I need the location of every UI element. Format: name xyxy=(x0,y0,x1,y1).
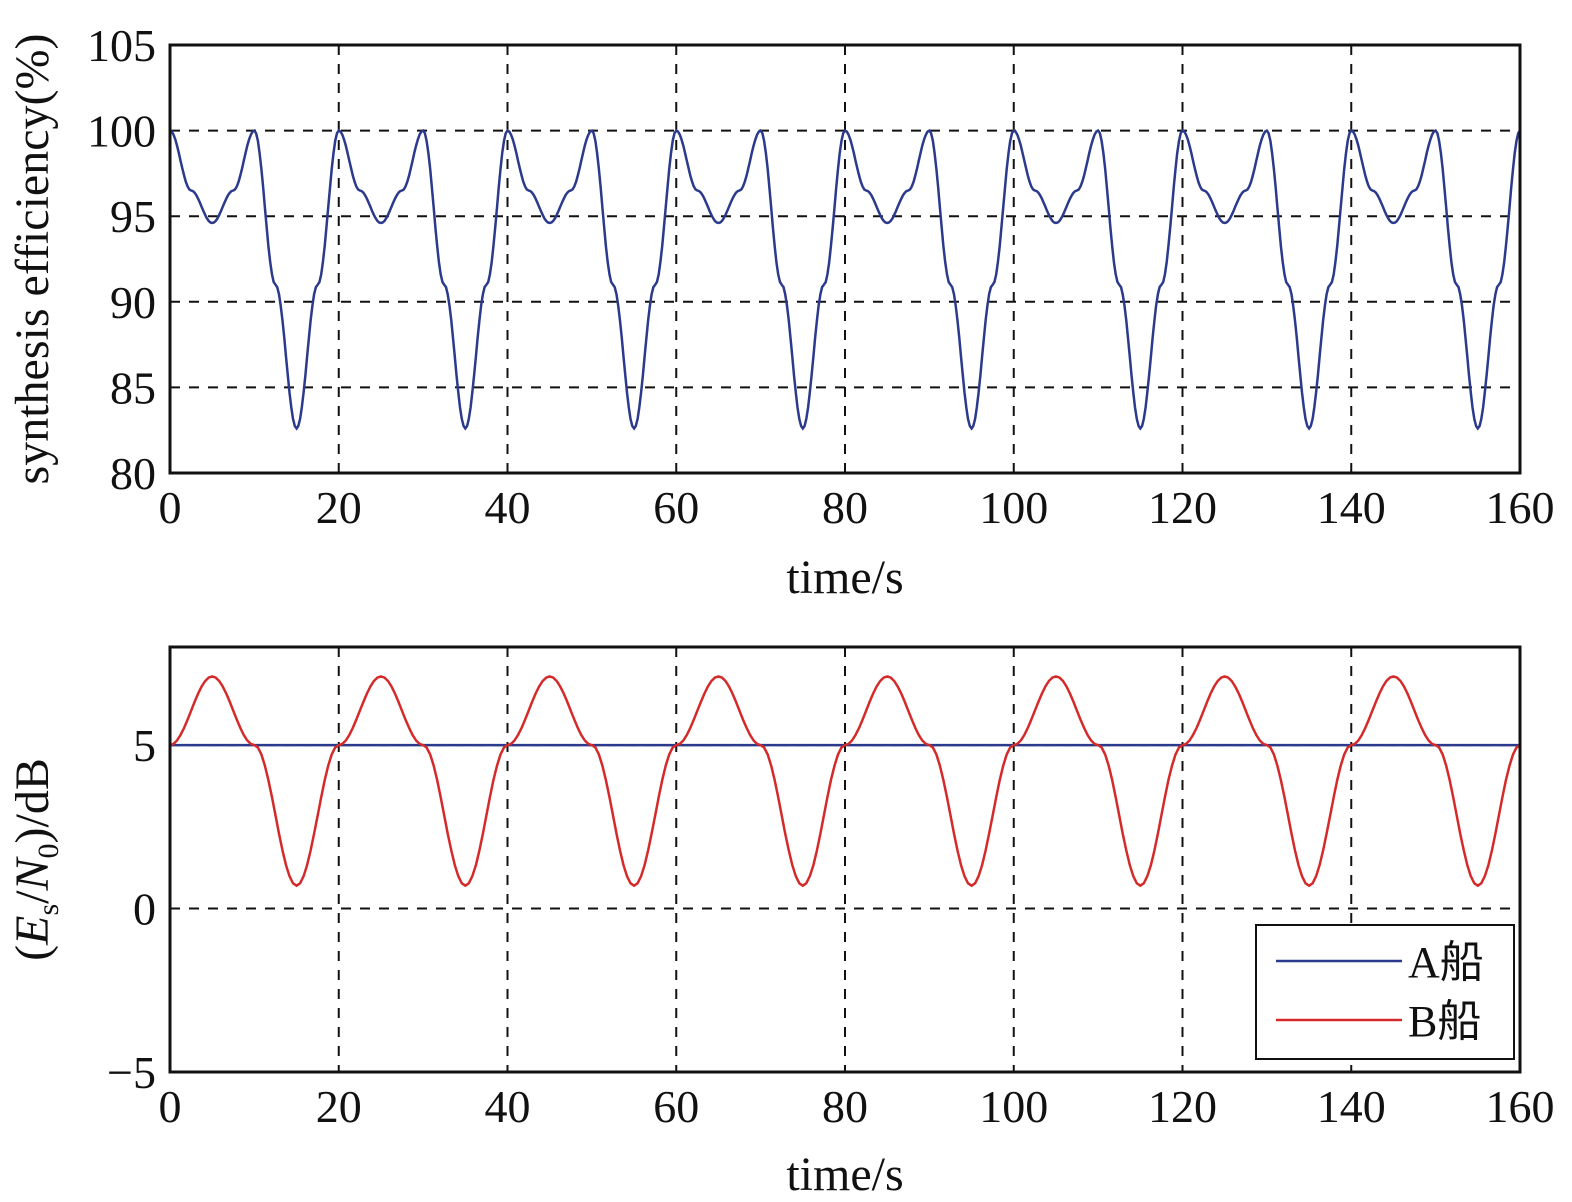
ylabel-e: E xyxy=(6,916,59,946)
x-tick-label: 160 xyxy=(1486,482,1555,533)
y-tick-label: 85 xyxy=(110,362,156,413)
y-tick-label: 80 xyxy=(110,448,156,499)
y-tick-label: 5 xyxy=(133,720,156,771)
y-tick-label: 100 xyxy=(87,106,156,157)
ylabel-close: )/dB xyxy=(6,758,59,843)
x-tick-label: 20 xyxy=(316,482,362,533)
x-tick-label: 140 xyxy=(1317,1081,1386,1132)
snr-y-axis-label: (Es/N0)/dB xyxy=(6,758,65,961)
y-tick-label: 95 xyxy=(110,191,156,242)
snr-chart: 0 20 40 60 80 100 120 140 160 −505 time/s (Es/N0… xyxy=(6,645,1555,1201)
snr-legend: A船 B船 xyxy=(1255,924,1515,1060)
x-tick-label: 0 xyxy=(159,1081,182,1132)
efficiency-x-tick-labels: 0 20 40 60 80 100 120 140 160 xyxy=(159,482,1555,533)
y-tick-label: 105 xyxy=(87,20,156,71)
ylabel-n: N xyxy=(6,856,59,892)
ylabel-slash: / xyxy=(6,890,59,904)
legend-label-a: A船 xyxy=(1408,938,1484,987)
snr-plot-frame xyxy=(168,645,1522,1074)
x-tick-label: 20 xyxy=(316,1081,362,1132)
snr-series-line-b xyxy=(169,675,1521,888)
x-tick-label: 100 xyxy=(979,1081,1048,1132)
efficiency-series-line xyxy=(169,128,1522,431)
ylabel-sub-0: 0 xyxy=(32,843,65,858)
snr-x-tick-labels: 0 20 40 60 80 100 120 140 160 xyxy=(159,1081,1555,1132)
x-tick-label: 160 xyxy=(1486,1081,1555,1132)
y-tick-label: 0 xyxy=(133,884,156,935)
x-tick-label: 80 xyxy=(822,1081,868,1132)
x-tick-label: 80 xyxy=(822,482,868,533)
x-tick-label: 120 xyxy=(1148,1081,1217,1132)
legend-label-b: B船 xyxy=(1408,997,1481,1046)
efficiency-y-tick-labels: 80 85 90 95 100 105 xyxy=(87,20,156,499)
efficiency-grid xyxy=(170,45,1520,473)
x-tick-label: 140 xyxy=(1317,482,1386,533)
x-tick-label: 60 xyxy=(653,482,699,533)
ylabel-sub-s: s xyxy=(32,904,65,916)
x-tick-label: 120 xyxy=(1148,482,1217,533)
x-tick-label: 100 xyxy=(979,482,1048,533)
efficiency-x-axis-label: time/s xyxy=(786,551,903,604)
x-tick-label: 0 xyxy=(159,482,182,533)
snr-x-axis-label: time/s xyxy=(786,1148,903,1201)
x-tick-label: 60 xyxy=(653,1081,699,1132)
efficiency-y-axis-label: synthesis efficiency(%) xyxy=(6,34,59,485)
y-tick-label: −5 xyxy=(107,1047,156,1098)
snr-y-tick-labels: −5 0 5 xyxy=(107,720,156,1098)
efficiency-plot-frame xyxy=(168,43,1522,475)
y-tick-label: 90 xyxy=(110,277,156,328)
efficiency-chart: 0 20 40 60 80 100 120 140 160 80 85 90 95 100 105 tim… xyxy=(6,20,1555,604)
ylabel-open: ( xyxy=(6,945,59,961)
legend-box xyxy=(1255,924,1515,1060)
x-tick-label: 40 xyxy=(485,482,531,533)
x-tick-label: 40 xyxy=(485,1081,531,1132)
